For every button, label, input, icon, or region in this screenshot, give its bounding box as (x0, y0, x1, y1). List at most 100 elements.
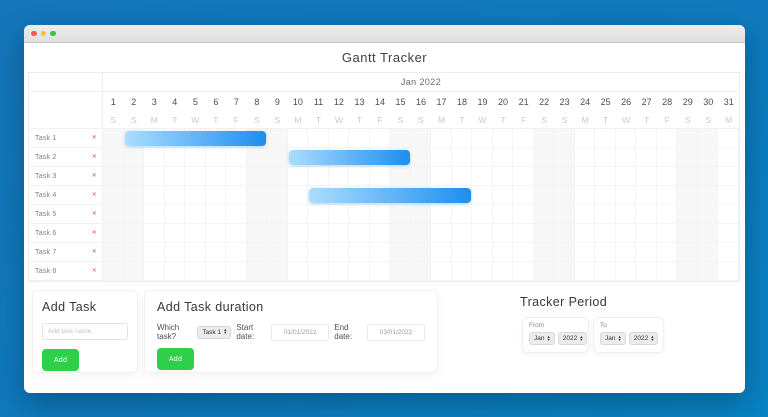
gantt-cell (369, 243, 391, 262)
delete-task-icon[interactable]: ✕ (91, 154, 97, 160)
gantt-cell (328, 262, 350, 281)
gantt-cell (369, 224, 391, 243)
gantt-cell (410, 148, 432, 167)
close-button[interactable] (31, 30, 37, 37)
day-letter: M (574, 111, 596, 129)
gantt-cell (164, 262, 186, 281)
gantt-cell (287, 262, 309, 281)
gantt-cell (595, 243, 616, 262)
gantt-cell (615, 167, 637, 186)
day-letter: S (246, 111, 268, 129)
day-number: 28 (662, 96, 673, 107)
gantt-cell (164, 186, 186, 205)
stepper-icon: ▴ ▾ (547, 333, 550, 342)
day-number: 7 (233, 96, 239, 107)
gantt-cell (677, 224, 698, 243)
gantt-cell (205, 224, 227, 243)
day-number: 4 (172, 96, 178, 107)
delete-task-icon[interactable]: ✕ (91, 192, 97, 198)
day-number: 2 (131, 96, 137, 107)
task-row-label: Task 6 ✕ (29, 224, 103, 243)
to-year-value: 2022 (633, 335, 649, 342)
task-row-label: Task 2 ✕ (29, 148, 103, 167)
add-task-button[interactable]: Add (42, 349, 79, 371)
delete-task-icon[interactable]: ✕ (91, 135, 97, 141)
gantt-cell (144, 167, 165, 186)
gantt-cell (267, 186, 288, 205)
tracker-from-group: From Jan ▴ ▾ 2022 ▴ ▾ (522, 317, 589, 353)
gantt-cell (205, 243, 227, 262)
start-date-label: Start date: (236, 323, 255, 341)
gantt-cell (328, 205, 350, 224)
task-row-label: Task 1 ✕ (29, 129, 103, 148)
end-date-input[interactable] (367, 323, 425, 341)
day-letter: W (615, 111, 637, 129)
gantt-cell (123, 262, 145, 281)
gantt-cell (205, 186, 227, 205)
zoom-button[interactable] (50, 30, 56, 37)
delete-task-icon[interactable]: ✕ (91, 249, 97, 255)
minimize-button[interactable] (40, 30, 46, 37)
gantt-cell (287, 129, 309, 148)
gantt-cell (615, 243, 637, 262)
task-row-label: Task 7 ✕ (29, 243, 103, 262)
gantt-cell (492, 243, 514, 262)
day-number: 11 (313, 96, 324, 107)
gantt-cell (472, 186, 493, 205)
day-letter: T (492, 111, 514, 129)
gantt-cell (451, 186, 473, 205)
gantt-cell (636, 167, 657, 186)
delete-task-icon[interactable]: ✕ (91, 230, 97, 236)
gantt-cell (267, 167, 288, 186)
add-task-card: Add Task Add (32, 290, 138, 373)
which-task-label: Which task? (157, 323, 180, 341)
gantt-cell (308, 129, 329, 148)
gantt-cell (328, 243, 350, 262)
gantt-cell (615, 186, 637, 205)
page-title: Gantt Tracker (341, 50, 428, 65)
gantt-cell (164, 148, 186, 167)
gantt-cell (677, 129, 698, 148)
day-number: 3 (151, 96, 157, 107)
from-year-select[interactable]: 2022 ▴ ▾ (557, 332, 588, 345)
day-letter: T (595, 111, 616, 129)
gantt-cell (718, 148, 739, 167)
gantt-cell (410, 243, 432, 262)
gantt-cell (492, 262, 514, 281)
start-date-input[interactable] (271, 323, 330, 341)
gantt-cell (697, 167, 719, 186)
gantt-cell (246, 148, 268, 167)
from-month-select[interactable]: Jan ▴ ▾ (529, 332, 555, 345)
day-number: 20 (498, 96, 509, 107)
task-name-input[interactable] (42, 323, 128, 340)
gantt-corner-cell (29, 73, 103, 92)
delete-task-icon[interactable]: ✕ (91, 268, 97, 274)
gantt-cell (677, 186, 698, 205)
to-year-select[interactable]: 2022 ▴ ▾ (628, 332, 659, 345)
gantt-cell (267, 148, 288, 167)
gantt-cell (390, 224, 411, 243)
delete-task-icon[interactable]: ✕ (91, 211, 97, 217)
day-letter: M (718, 111, 739, 129)
task-name: Task 8 (35, 267, 57, 275)
gantt-cell (656, 224, 678, 243)
gantt-cell (533, 205, 555, 224)
gantt-cell (451, 205, 473, 224)
gantt-cell (513, 205, 534, 224)
gantt-cell (554, 243, 575, 262)
gantt-cell (287, 224, 309, 243)
gantt-cell (267, 243, 288, 262)
to-month-select[interactable]: Jan ▴ ▾ (600, 332, 626, 345)
day-number: 1 (110, 96, 116, 107)
delete-task-icon[interactable]: ✕ (91, 173, 97, 179)
gantt-cell (636, 262, 657, 281)
gantt-cell (492, 129, 514, 148)
gantt-cell (185, 262, 206, 281)
which-task-select[interactable]: Task 1 ▴ ▾ (197, 325, 232, 339)
gantt-cell (492, 148, 514, 167)
add-duration-button[interactable]: Add (157, 348, 194, 370)
gantt-cell (226, 205, 247, 224)
gantt-cell (615, 262, 637, 281)
gantt-cell (431, 243, 452, 262)
gantt-cell (144, 186, 165, 205)
